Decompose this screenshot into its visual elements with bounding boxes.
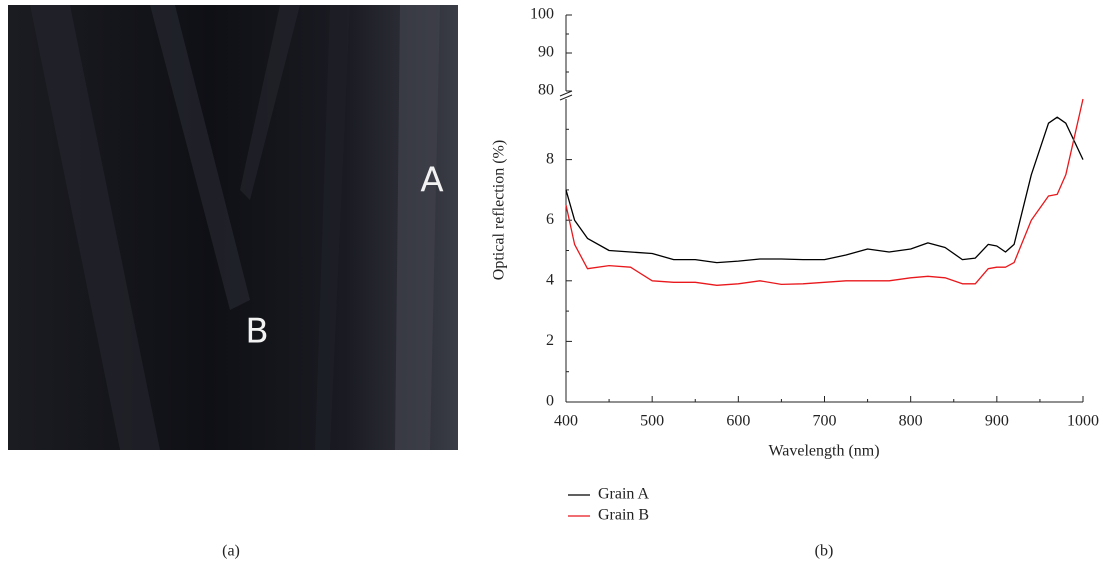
legend-label: Grain A <box>598 486 650 503</box>
photo-label: A <box>420 161 443 201</box>
y-axis-title: Optical reflection (%) <box>491 140 508 280</box>
x-tick-label: 700 <box>813 413 837 430</box>
photo: A B <box>8 5 458 450</box>
x-tick-label: 1000 <box>1067 413 1099 430</box>
x-axis-title: Wavelength (nm) <box>768 443 879 460</box>
y-tick-label: 90 <box>538 44 554 61</box>
y-tick-label: 100 <box>530 6 554 23</box>
series-line <box>565 98 1084 286</box>
y-tick-label: 8 <box>546 150 554 167</box>
y-tick-label: 0 <box>546 393 554 410</box>
x-tick-label: 900 <box>985 413 1009 430</box>
axes <box>559 15 1083 403</box>
photo-label: B <box>245 312 268 352</box>
x-tick-label: 800 <box>899 413 923 430</box>
y-tick-label: 80 <box>538 82 554 99</box>
x-tick-label: 600 <box>726 413 750 430</box>
panel-caption: (a) <box>222 543 240 560</box>
series-line <box>565 116 1084 264</box>
panel-caption: (b) <box>815 543 834 560</box>
y-tick-label: 6 <box>546 211 554 228</box>
y-tick-label: 2 <box>546 332 554 349</box>
y-tick-label: 4 <box>546 271 554 288</box>
legend-label: Grain B <box>598 507 649 524</box>
x-tick-label: 500 <box>640 413 664 430</box>
x-tick-label: 400 <box>554 413 578 430</box>
